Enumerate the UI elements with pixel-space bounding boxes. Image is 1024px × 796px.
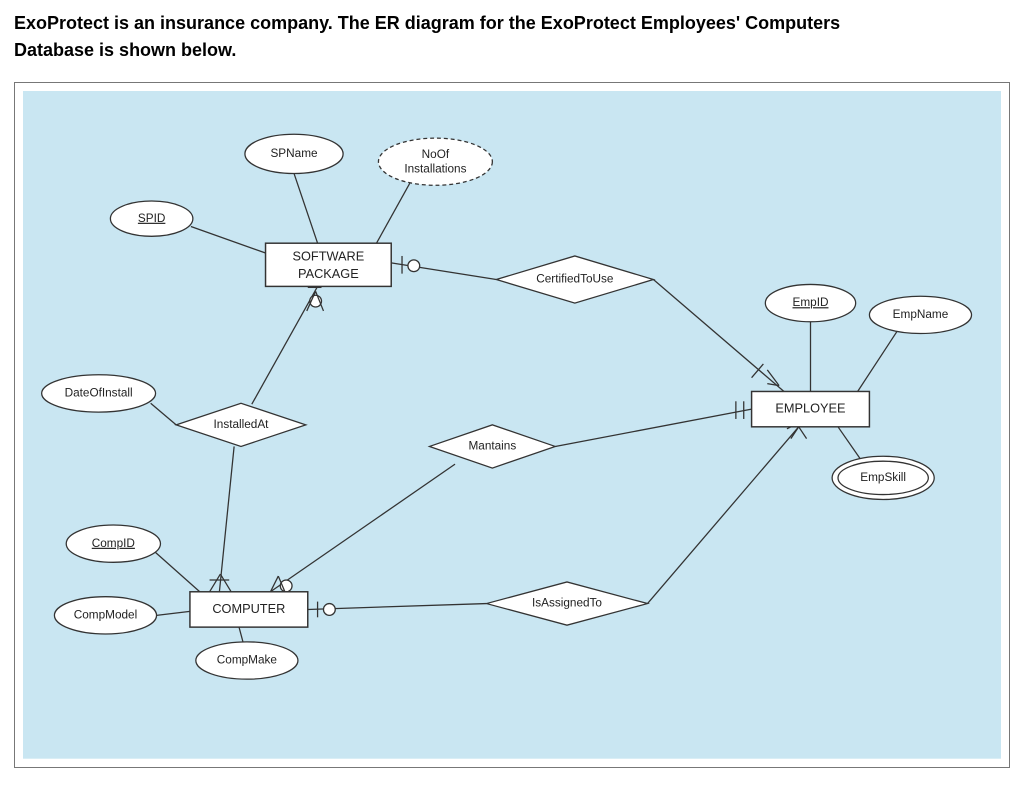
entity-employee: EMPLOYEE <box>752 391 870 426</box>
attr-date-of-install: DateOfInstall <box>42 375 156 412</box>
empid-label: EmpID <box>793 296 829 309</box>
compmodel-label: CompModel <box>74 608 137 621</box>
attr-spname: SPName <box>245 134 343 173</box>
attr-empskill: EmpSkill <box>832 456 934 499</box>
entity-computer: COMPUTER <box>190 592 308 627</box>
intro-line2: Database is shown below. <box>14 40 236 60</box>
attr-empid: EmpID <box>765 284 855 321</box>
attr-spid: SPID <box>110 201 192 236</box>
entity-software-package: SOFTWARE PACKAGE <box>266 243 392 286</box>
noof-label1: NoOf <box>422 148 450 161</box>
intro-line1: ExoProtect is an insurance company. The … <box>14 13 840 33</box>
diagram-frame: SOFTWARE PACKAGE COMPUTER EMPLOYEE Certi… <box>14 82 1010 768</box>
attr-compmake: CompMake <box>196 642 298 679</box>
intro-text: ExoProtect is an insurance company. The … <box>14 10 1010 64</box>
software-label2: PACKAGE <box>298 266 359 281</box>
attr-empname: EmpName <box>869 296 971 333</box>
compid-label: CompID <box>92 537 135 550</box>
empskill-label: EmpSkill <box>860 471 906 484</box>
maintains-label: Mantains <box>468 440 516 453</box>
spid-label: SPID <box>138 212 165 225</box>
employee-label: EMPLOYEE <box>775 401 845 416</box>
noof-label2: Installations <box>404 163 466 176</box>
spname-label: SPName <box>270 147 318 160</box>
installed-label: InstalledAt <box>214 418 270 431</box>
dateinstall-label: DateOfInstall <box>65 387 133 400</box>
assigned-label: IsAssignedTo <box>532 597 602 610</box>
certified-label: CertifiedToUse <box>536 273 614 286</box>
attr-compid: CompID <box>66 525 160 562</box>
attr-compmodel: CompModel <box>54 597 156 634</box>
empname-label: EmpName <box>893 308 949 321</box>
diagram-canvas: SOFTWARE PACKAGE COMPUTER EMPLOYEE Certi… <box>23 91 1001 759</box>
compmake-label: CompMake <box>217 654 278 667</box>
software-label1: SOFTWARE <box>292 248 364 263</box>
computer-label: COMPUTER <box>212 601 285 616</box>
attr-noof-installations: NoOf Installations <box>378 138 492 185</box>
